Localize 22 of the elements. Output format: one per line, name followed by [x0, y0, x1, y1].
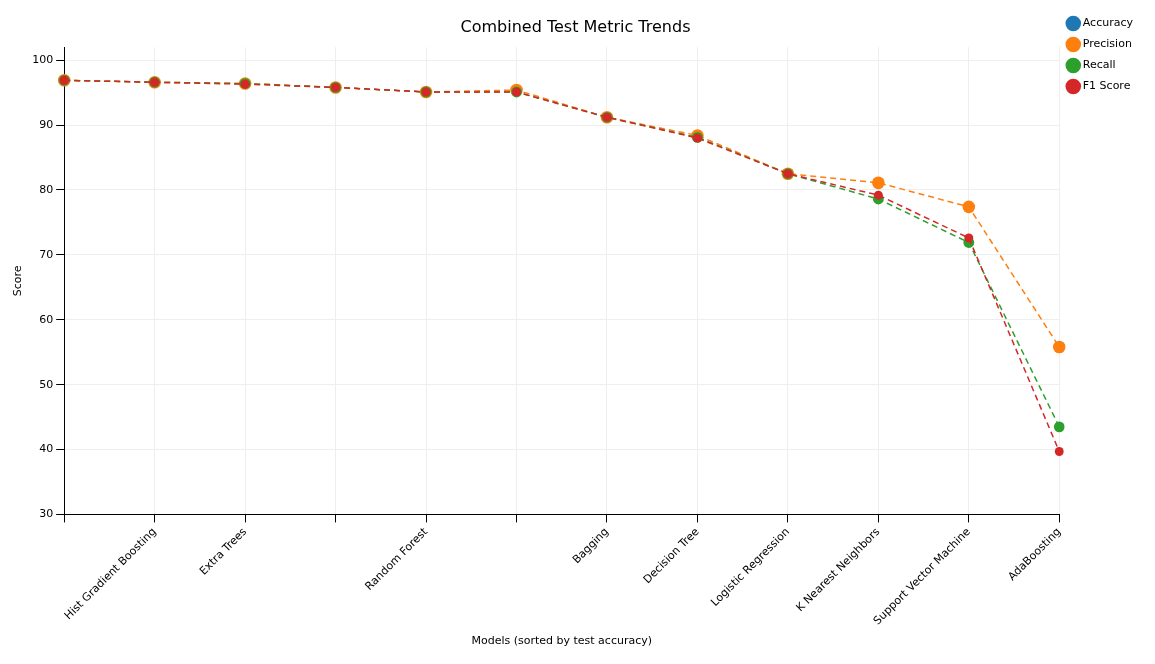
- y-tick-label: 30: [39, 507, 54, 521]
- legend-label: F1 Score: [1082, 79, 1131, 93]
- point: [1053, 421, 1065, 433]
- point: [962, 200, 976, 214]
- legend-label: Accuracy: [1082, 16, 1134, 30]
- y-tick-label: 90: [39, 117, 54, 131]
- chart-title: Combined Test Metric Trends: [460, 16, 691, 36]
- y-tick-label: 80: [39, 182, 54, 196]
- legend-label: Recall: [1082, 58, 1116, 72]
- y-axis-title: Score: [11, 265, 25, 297]
- legend-label: Precision: [1082, 37, 1132, 51]
- y-tick-label: 40: [39, 442, 54, 456]
- y-tick-label: 50: [39, 377, 54, 391]
- point: [873, 190, 883, 200]
- point: [964, 233, 974, 243]
- y-tick-label: 70: [39, 247, 54, 261]
- y-tick-label: 100: [32, 53, 54, 67]
- x-axis-title: Models (sorted by test accuracy): [471, 634, 653, 648]
- y-tick-label: 60: [39, 312, 54, 326]
- point: [1052, 340, 1066, 354]
- point: [872, 176, 885, 190]
- point: [1054, 446, 1064, 456]
